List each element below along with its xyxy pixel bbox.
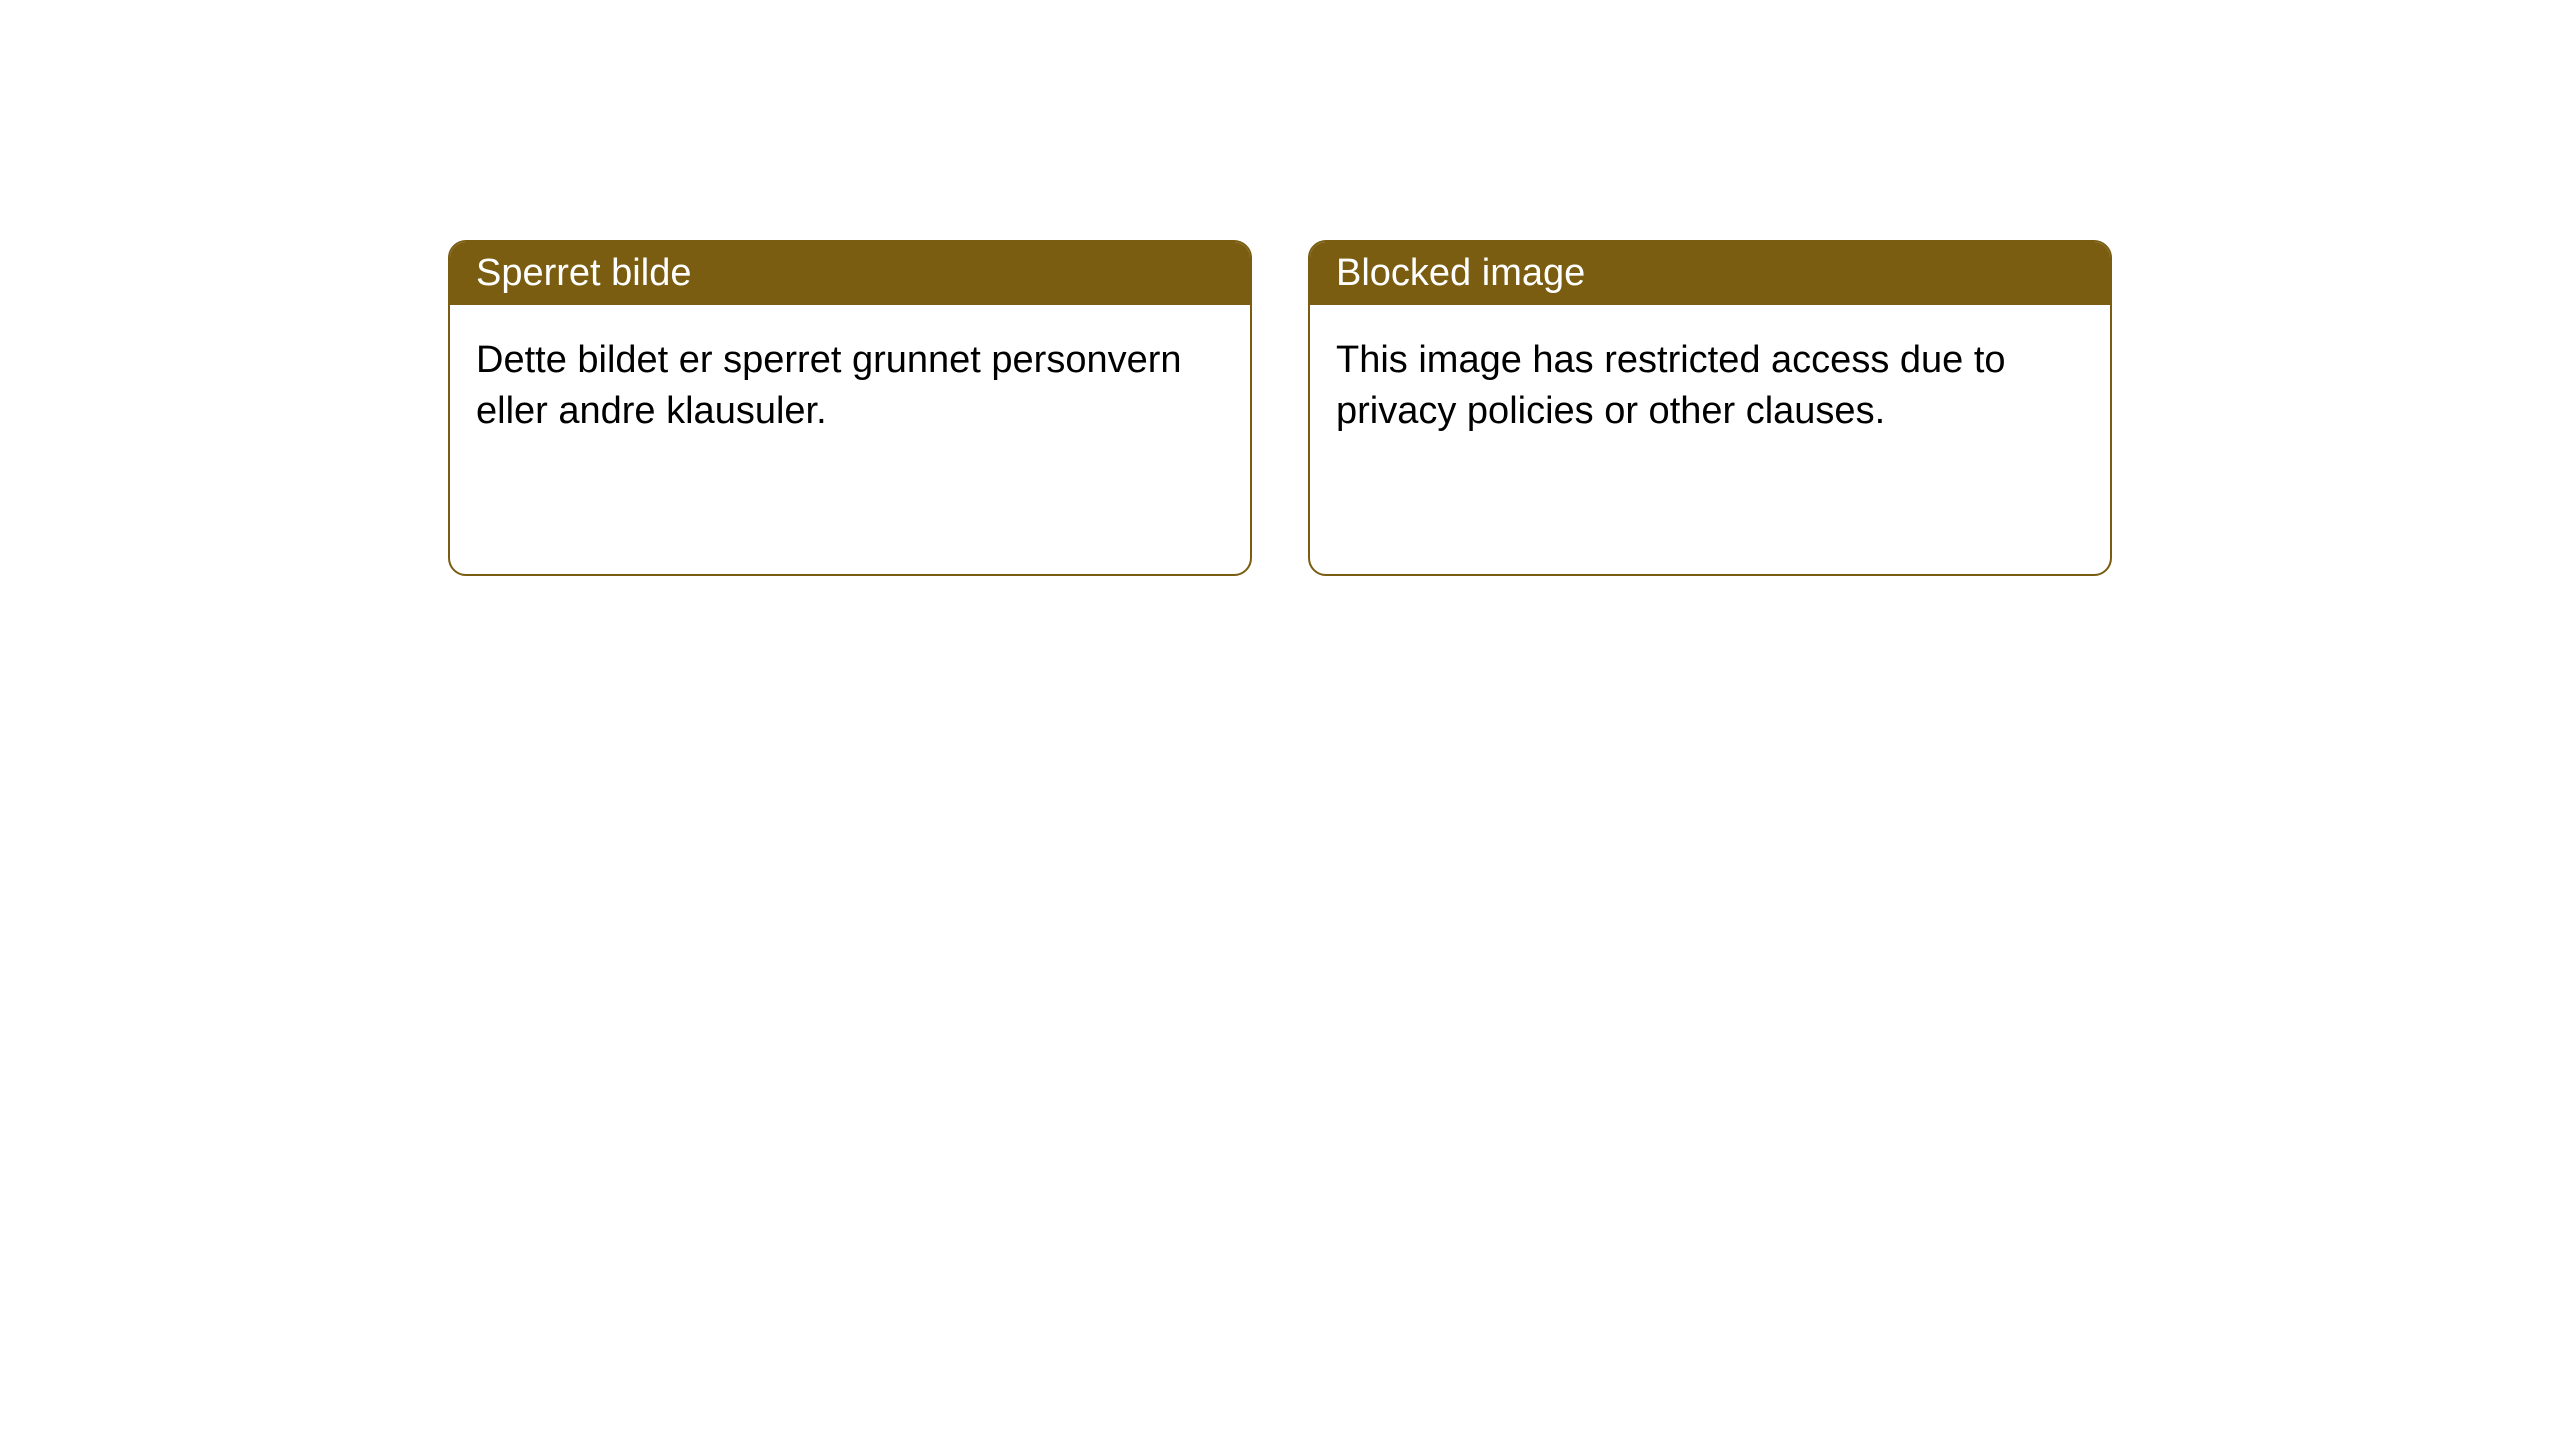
card-body: Dette bildet er sperret grunnet personve… — [450, 305, 1250, 468]
card-header: Blocked image — [1310, 242, 2110, 305]
card-body-text: This image has restricted access due to … — [1336, 339, 2006, 432]
card-title: Blocked image — [1336, 252, 1585, 294]
blocked-image-card-en: Blocked image This image has restricted … — [1308, 240, 2112, 576]
card-body: This image has restricted access due to … — [1310, 305, 2110, 468]
blocked-image-card-no: Sperret bilde Dette bildet er sperret gr… — [448, 240, 1252, 576]
card-body-text: Dette bildet er sperret grunnet personve… — [476, 339, 1182, 432]
card-container: Sperret bilde Dette bildet er sperret gr… — [0, 0, 2560, 576]
card-title: Sperret bilde — [476, 252, 691, 294]
card-header: Sperret bilde — [450, 242, 1250, 305]
